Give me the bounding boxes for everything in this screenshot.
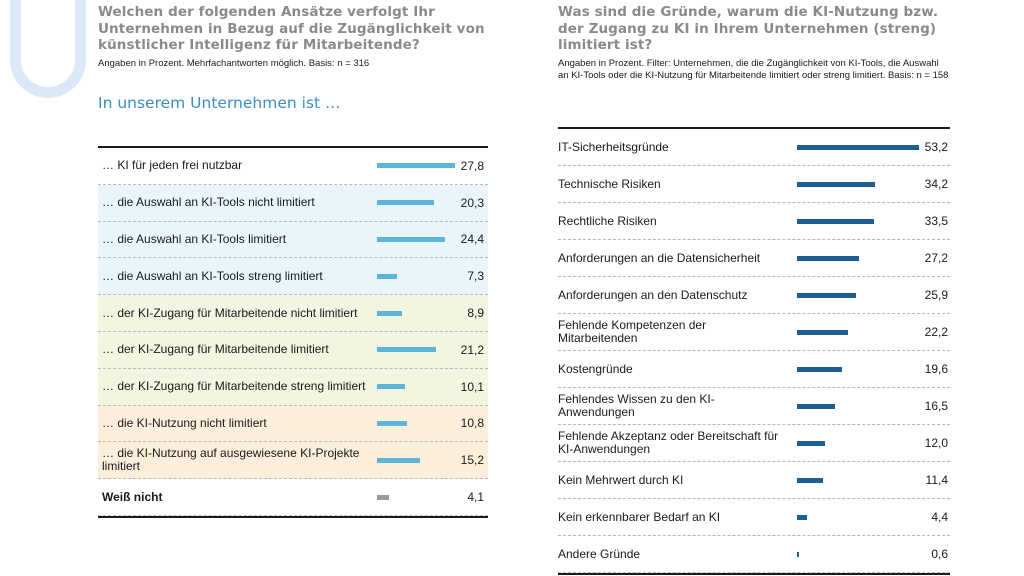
bar bbox=[377, 273, 398, 279]
value-label: 10,1 bbox=[460, 379, 484, 394]
value-label: 16,5 bbox=[924, 399, 948, 413]
value-label: 34,2 bbox=[924, 177, 948, 191]
value-label: 21,2 bbox=[460, 342, 484, 357]
chart-row: Kostengründe 19,6 bbox=[558, 351, 950, 388]
value-label: 4,1 bbox=[467, 490, 484, 505]
bar bbox=[377, 200, 434, 206]
value-label: 33,5 bbox=[924, 214, 948, 228]
value-label: 15,2 bbox=[460, 453, 484, 468]
category-label: … der KI-Zugang für Mitarbeitende limiti… bbox=[102, 342, 329, 357]
value-label: 20,3 bbox=[460, 195, 484, 210]
chart-row: … die Auswahl an KI-Tools limitiert 24,4 bbox=[98, 221, 488, 259]
chart-row: … der KI-Zugang für Mitarbeitende streng… bbox=[98, 368, 488, 406]
chart-row: Technische Risiken 34,2 bbox=[558, 166, 950, 203]
chart-row: Fehlende Akzeptanz oder Bereitschaft für… bbox=[558, 425, 950, 462]
value-label: 0,6 bbox=[931, 547, 948, 561]
right-chart-panel: Was sind die Gründe, warum die KI-Nutzun… bbox=[558, 0, 950, 575]
chart-row: Rechtliche Risiken 33,5 bbox=[558, 203, 950, 240]
value-label: 25,9 bbox=[924, 288, 948, 302]
bar bbox=[797, 440, 825, 446]
value-label: 22,2 bbox=[924, 325, 948, 339]
chart-row: … der KI-Zugang für Mitarbeitende nicht … bbox=[98, 295, 488, 332]
bar bbox=[797, 329, 848, 335]
bar bbox=[797, 181, 876, 187]
bar bbox=[797, 514, 808, 520]
bar bbox=[377, 384, 406, 390]
category-label: Anforderungen an die Datensicherheit bbox=[558, 250, 761, 265]
chart-row: … die KI-Nutzung auf ausgewiesene KI-Pro… bbox=[98, 442, 488, 480]
bar bbox=[797, 144, 919, 150]
chart-row: … die Auswahl an KI-Tools nicht limitier… bbox=[98, 184, 488, 222]
value-label: 4,4 bbox=[931, 510, 948, 524]
bar bbox=[377, 310, 402, 316]
chart-row: Anforderungen an die Datensicherheit 27,2 bbox=[558, 240, 950, 277]
value-label: 27,2 bbox=[924, 251, 948, 265]
value-label: 27,8 bbox=[460, 158, 484, 173]
left-chart-title: Welchen der folgenden Ansätze verfolgt I… bbox=[98, 4, 485, 53]
category-label: … der KI-Zugang für Mitarbeitende streng… bbox=[102, 379, 366, 394]
chart-row: Fehlende Kompetenzen der Mitarbeitenden 2… bbox=[558, 314, 950, 351]
chart-row: Kein Mehrwert durch KI 11,4 bbox=[558, 462, 950, 499]
left-chart-lead: In unserem Unternehmen ist … bbox=[98, 93, 341, 112]
category-label: Kein erkennbarer Bedarf an KI bbox=[558, 509, 721, 524]
chart-row: Andere Gründe 0,6 bbox=[558, 536, 950, 573]
category-label: … die KI-Nutzung auf ausgewiesene KI-Pro… bbox=[102, 446, 360, 474]
value-label: 24,4 bbox=[460, 232, 484, 247]
bar bbox=[377, 457, 420, 463]
bar bbox=[377, 420, 408, 426]
bar bbox=[797, 403, 835, 409]
chart-row: … die KI-Nutzung nicht limitiert 10,8 bbox=[98, 405, 488, 443]
category-label: Weiß nicht bbox=[102, 489, 163, 504]
category-label: … die Auswahl an KI-Tools limitiert bbox=[102, 231, 287, 246]
right-bar-chart: IT-Sicherheitsgründe 53,2 Technische Risik… bbox=[558, 127, 950, 575]
bar bbox=[377, 236, 446, 242]
right-chart-title: Was sind die Gründe, warum die KI-Nutzun… bbox=[558, 4, 939, 53]
value-label: 10,8 bbox=[460, 416, 484, 431]
bar bbox=[377, 494, 389, 500]
category-label: … die Auswahl an KI-Tools streng limitie… bbox=[102, 268, 323, 283]
decorative-letter-shape bbox=[10, 0, 86, 98]
category-label: Andere Gründe bbox=[558, 546, 641, 561]
bar bbox=[377, 347, 437, 353]
left-bar-chart: … KI für jeden frei nutzbar 27,8 … die Aus… bbox=[98, 146, 488, 518]
category-label: … die Auswahl an KI-Tools nicht limitier… bbox=[102, 195, 315, 210]
bar bbox=[797, 255, 860, 261]
category-label: … die KI-Nutzung nicht limitiert bbox=[102, 415, 267, 430]
category-label: Fehlende Kompetenzen der Mitarbeitenden bbox=[558, 318, 707, 345]
chart-row: … die Auswahl an KI-Tools streng limitie… bbox=[98, 258, 488, 296]
category-label: Rechtliche Risiken bbox=[558, 213, 657, 228]
value-label: 53,2 bbox=[924, 140, 948, 154]
category-label: Technische Risiken bbox=[558, 176, 661, 191]
bar bbox=[797, 218, 874, 224]
category-label: … der KI-Zugang für Mitarbeitende nicht … bbox=[102, 305, 358, 320]
value-label: 8,9 bbox=[467, 306, 484, 321]
value-label: 12,0 bbox=[924, 436, 948, 450]
chart-row: Fehlendes Wissen zu den KI-Anwendungen 16… bbox=[558, 388, 950, 425]
chart-row: Weiß nicht 4,1 bbox=[98, 479, 488, 516]
bar bbox=[797, 477, 824, 483]
bar bbox=[797, 551, 799, 557]
value-label: 11,4 bbox=[925, 473, 948, 487]
chart-row: Anforderungen an den Datenschutz 25,9 bbox=[558, 277, 950, 314]
bar bbox=[797, 366, 842, 372]
category-label: Fehlende Akzeptanz oder Bereitschaft für… bbox=[558, 429, 779, 456]
right-chart-subtitle: Angaben in Prozent. Filter: Unternehmen,… bbox=[558, 57, 949, 81]
bar bbox=[797, 292, 857, 298]
chart-row: Kein erkennbarer Bedarf an KI 4,4 bbox=[558, 499, 950, 536]
left-chart-panel: Welchen der folgenden Ansätze verfolgt I… bbox=[98, 0, 488, 518]
category-label: Fehlendes Wissen zu den KI-Anwendungen bbox=[558, 392, 715, 419]
category-label: IT-Sicherheitsgründe bbox=[558, 139, 669, 154]
chart-row: … KI für jeden frei nutzbar 27,8 bbox=[98, 148, 488, 185]
value-label: 7,3 bbox=[467, 269, 484, 284]
value-label: 19,6 bbox=[924, 362, 948, 376]
category-label: … KI für jeden frei nutzbar bbox=[102, 158, 243, 173]
bar bbox=[377, 163, 455, 169]
category-label: Anforderungen an den Datenschutz bbox=[558, 287, 748, 302]
category-label: Kein Mehrwert durch KI bbox=[558, 472, 684, 487]
chart-row: IT-Sicherheitsgründe 53,2 bbox=[558, 129, 950, 166]
chart-row: … der KI-Zugang für Mitarbeitende limiti… bbox=[98, 331, 488, 369]
left-chart-subtitle: Angaben in Prozent. Mehrfachantworten mö… bbox=[98, 57, 370, 69]
category-label: Kostengründe bbox=[558, 361, 633, 376]
